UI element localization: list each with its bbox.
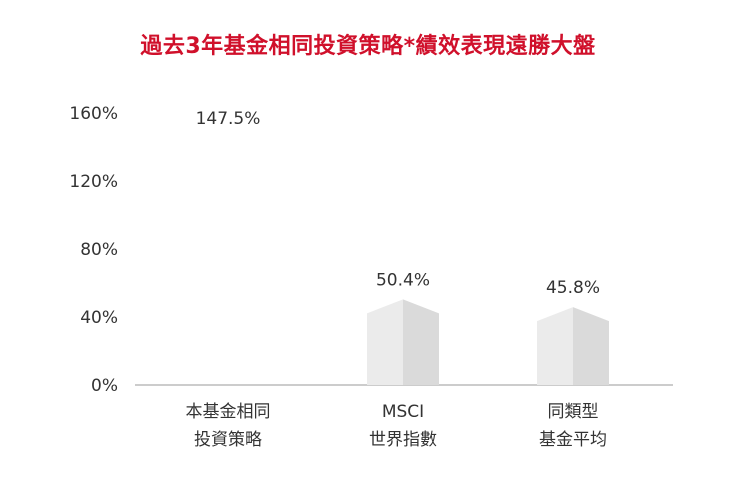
category-label: 本基金相同 bbox=[186, 402, 271, 422]
y-tick-label: 40% bbox=[80, 308, 118, 328]
y-tick-label: 120% bbox=[69, 172, 118, 192]
category-label: 基金平均 bbox=[539, 430, 607, 450]
chart-title: 過去3年基金相同投資策略*績效表現遠勝大盤 bbox=[140, 34, 596, 59]
category-label: 世界指數 bbox=[369, 430, 437, 450]
bar-side-face bbox=[403, 299, 439, 385]
category-label: MSCI bbox=[382, 402, 424, 422]
data-label: 45.8% bbox=[546, 278, 600, 298]
y-tick-label: 160% bbox=[69, 104, 118, 124]
data-label: 50.4% bbox=[376, 270, 430, 290]
bar-front-face bbox=[537, 307, 573, 385]
data-label: 147.5% bbox=[196, 109, 261, 129]
category-label: 投資策略 bbox=[194, 430, 262, 450]
bar-side-face bbox=[573, 307, 609, 385]
y-tick-label: 0% bbox=[91, 376, 118, 396]
bar-front-face bbox=[367, 299, 403, 385]
y-tick-label: 80% bbox=[80, 240, 118, 260]
category-label: 同類型 bbox=[548, 402, 599, 422]
